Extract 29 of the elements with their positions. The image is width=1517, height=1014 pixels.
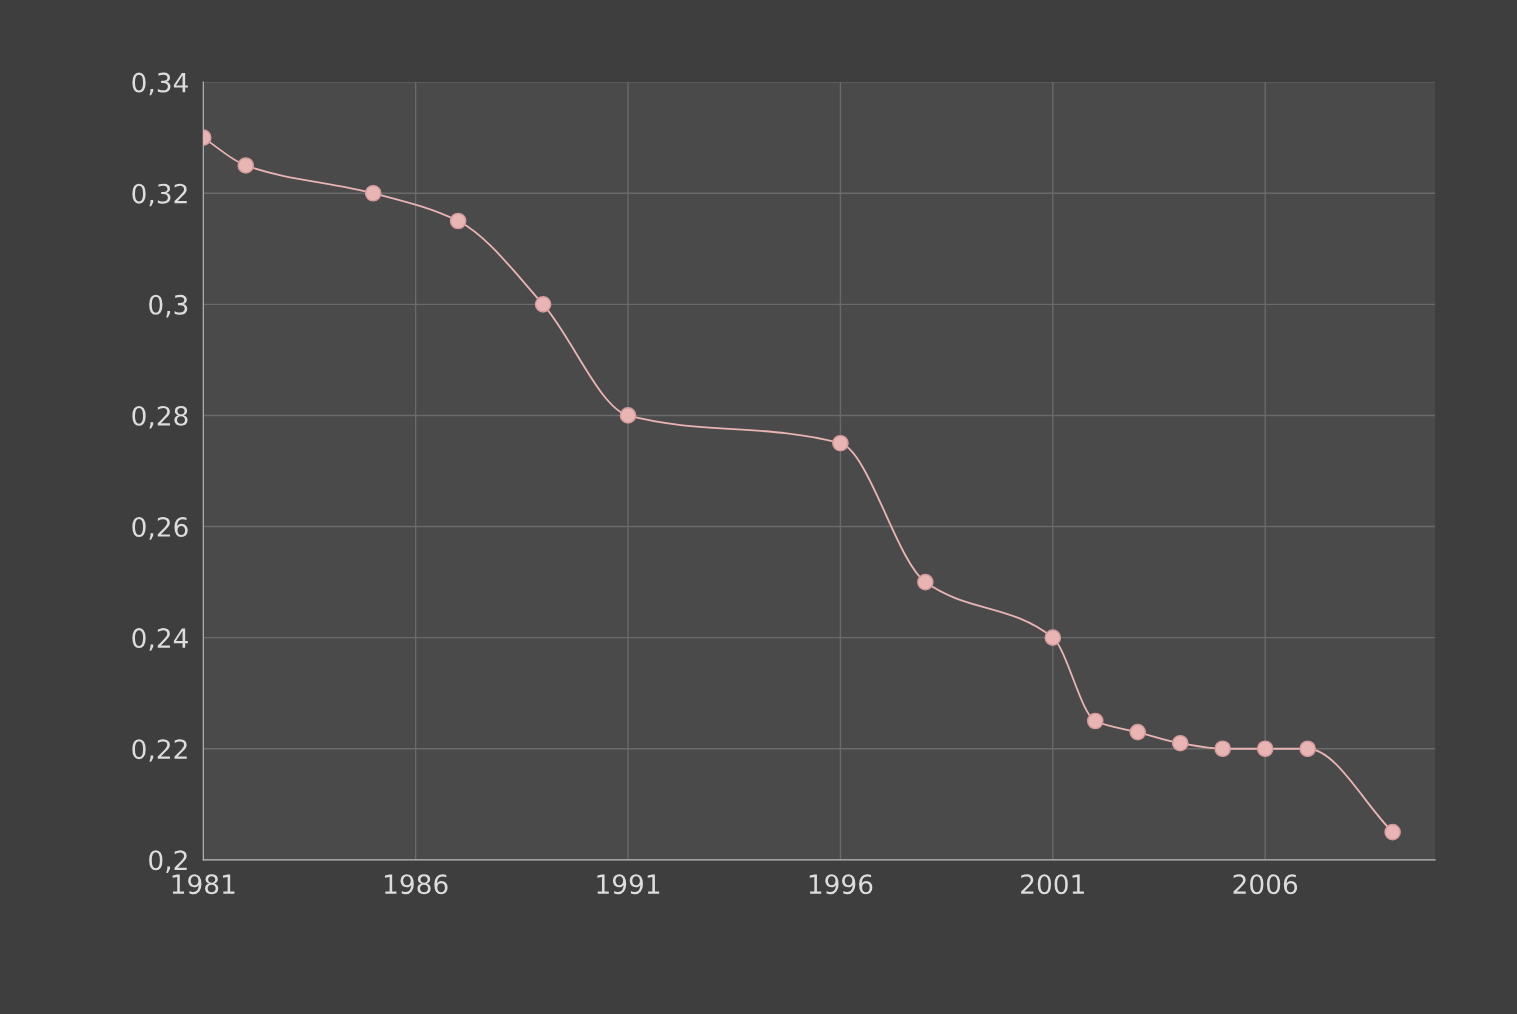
x-tick-label: 1996 <box>809 874 873 895</box>
x-tick-label: 2006 <box>1233 874 1298 895</box>
y-tick-label: 0,22 <box>132 739 187 762</box>
point <box>1214 740 1232 758</box>
point <box>832 434 849 452</box>
point <box>237 157 255 174</box>
point <box>534 296 552 313</box>
y-tick-label: 0,32 <box>132 183 187 207</box>
point <box>1044 629 1062 646</box>
y-tick-label: 0,28 <box>132 405 188 429</box>
point <box>449 212 467 230</box>
y-tick-label: 0,24 <box>132 628 188 651</box>
x-tick-label: 1981 <box>172 874 235 895</box>
y-tick-label: 0,34 <box>132 72 188 96</box>
y-tick-label: 0,26 <box>132 517 188 540</box>
point <box>1086 712 1104 730</box>
y-tick-label: 0,2 <box>149 850 187 873</box>
x-tick-label: 2001 <box>1021 874 1084 895</box>
point <box>364 184 382 202</box>
point <box>1299 740 1316 758</box>
point <box>917 573 934 591</box>
point <box>1129 723 1147 741</box>
point <box>1171 734 1189 752</box>
x-tick-label: 1991 <box>597 874 660 895</box>
x-tick-label: 1986 <box>384 874 448 895</box>
point <box>619 407 637 424</box>
point <box>1256 740 1274 758</box>
point <box>1384 823 1401 841</box>
y-tick-label: 0,3 <box>149 294 188 318</box>
